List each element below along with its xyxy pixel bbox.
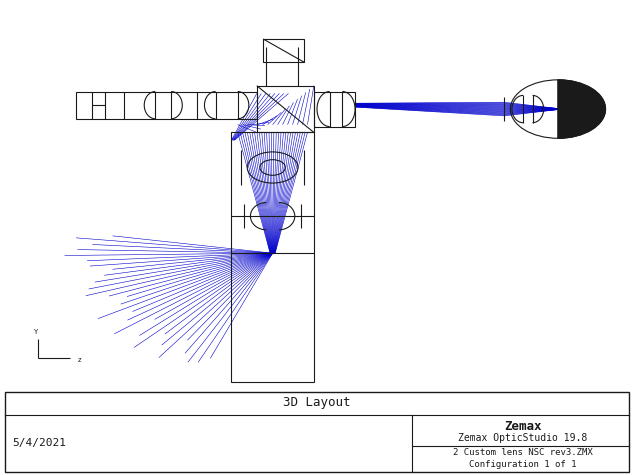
Text: Configuration 1 of 1: Configuration 1 of 1 [469,460,577,469]
Text: Zemax: Zemax [504,420,542,433]
Text: Y: Y [33,329,37,335]
Wedge shape [558,80,605,138]
Bar [257,86,314,133]
Bar [263,39,304,62]
Text: 5/4/2021: 5/4/2021 [13,438,67,448]
Bar [76,92,257,119]
Text: 3D Layout: 3D Layout [283,396,351,409]
Text: 2 Custom lens NSC rev3.ZMX: 2 Custom lens NSC rev3.ZMX [453,448,593,457]
Text: Zemax OpticStudio 19.8: Zemax OpticStudio 19.8 [458,433,588,443]
Text: z: z [77,357,81,363]
Bar [314,92,355,126]
Bar [231,133,314,382]
